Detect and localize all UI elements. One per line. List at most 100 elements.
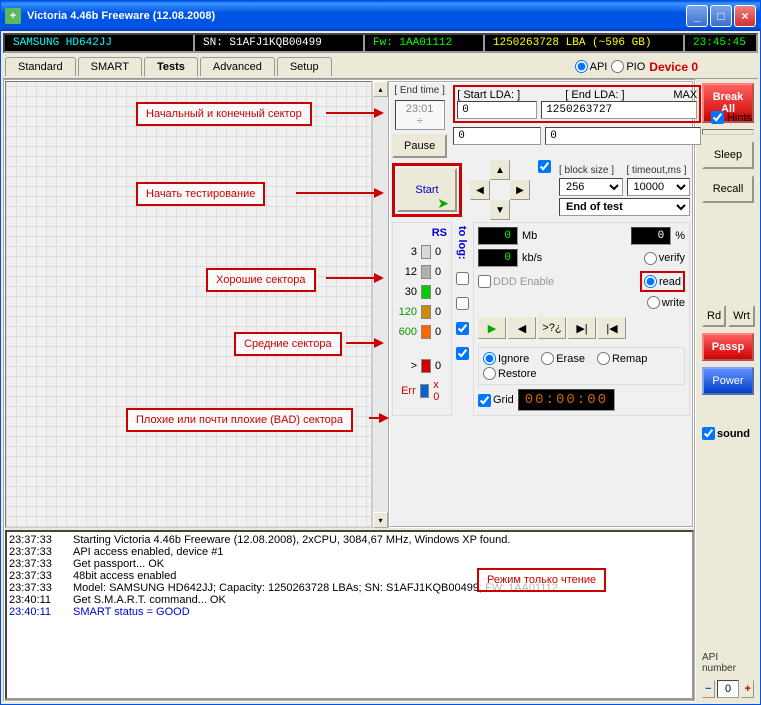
write-radio[interactable]: write bbox=[647, 296, 685, 309]
start-lda-label: [ Start LDA: ] bbox=[457, 89, 561, 101]
log-area: 23:37:33Starting Victoria 4.46b Freeware… bbox=[5, 530, 694, 700]
end-time-value: 23:01 ÷ bbox=[395, 100, 445, 130]
ignore-radio[interactable]: Ignore bbox=[483, 352, 529, 365]
end-time-label: [ End time ] bbox=[394, 85, 445, 96]
api-radio[interactable]: API bbox=[575, 60, 608, 73]
callout-bad: Плохие или почти плохие (BAD) сектора bbox=[126, 408, 353, 432]
rewind-button[interactable]: ◀ bbox=[508, 317, 536, 339]
maximize-button[interactable]: □ bbox=[710, 5, 732, 27]
arrow-1 bbox=[326, 112, 376, 114]
block-size-select[interactable]: 256 bbox=[559, 178, 623, 196]
titlebar: Victoria 4.46b Freeware (12.08.2008) _ □… bbox=[1, 1, 760, 31]
hints-checkbox[interactable] bbox=[711, 111, 724, 124]
restore-radio[interactable]: Restore bbox=[483, 367, 537, 380]
divider bbox=[702, 129, 754, 135]
log-check-3[interactable] bbox=[456, 322, 469, 335]
app-icon bbox=[5, 8, 21, 24]
step-fwd-button[interactable]: |◀ bbox=[598, 317, 626, 339]
legend: RS 30 120 300 1200 6000 >0 Errx 0 bbox=[392, 222, 452, 416]
kbs-label: kb/s bbox=[522, 252, 640, 264]
end-of-test-select[interactable]: End of test bbox=[559, 198, 690, 216]
arrow-5 bbox=[369, 417, 381, 419]
ddd-checkbox[interactable] bbox=[478, 275, 491, 288]
api-number-value: 0 bbox=[717, 680, 740, 698]
timeout-label: [ timeout,ms ] bbox=[627, 165, 691, 176]
nav-down-button[interactable]: ▼ bbox=[490, 200, 510, 220]
api-minus-button[interactable]: − bbox=[702, 680, 715, 698]
info-bar: SAMSUNG HD642JJ SN: S1AFJ1KQB00499 Fw: 1… bbox=[3, 33, 758, 53]
end-lda-label: [ End LDA: ] bbox=[565, 89, 669, 101]
pct-value: 0 bbox=[631, 227, 671, 245]
power-button[interactable]: Power bbox=[702, 367, 754, 395]
log-check-1[interactable] bbox=[456, 272, 469, 285]
nav-arrows: ▲ ◀ ▶ ▼ bbox=[470, 160, 530, 220]
log-line: 23:37:33API access enabled, device #1 bbox=[9, 546, 690, 558]
hints-label: Hints bbox=[727, 112, 752, 124]
to-log-label: to log: bbox=[456, 222, 468, 264]
nav-left-button[interactable]: ◀ bbox=[470, 180, 490, 200]
step-back-button[interactable]: ▶| bbox=[568, 317, 596, 339]
drive-serial: SN: S1AFJ1KQB00499 bbox=[195, 35, 365, 51]
play-button[interactable]: ▶ bbox=[478, 317, 506, 339]
kbs-value: 0 bbox=[478, 249, 518, 267]
tab-setup[interactable]: Setup bbox=[277, 57, 332, 76]
mb-label: Mb bbox=[522, 230, 627, 242]
read-radio[interactable]: read bbox=[644, 275, 681, 288]
sidebar: Break All Sleep Recall Rd Wrt Passp Powe… bbox=[698, 79, 758, 702]
api-plus-button[interactable]: + bbox=[741, 680, 754, 698]
nav-right-button[interactable]: ▶ bbox=[510, 180, 530, 200]
timer-display: 00:00:00 bbox=[518, 389, 615, 411]
sound-checkbox[interactable] bbox=[702, 427, 715, 440]
erase-radio[interactable]: Erase bbox=[541, 352, 585, 365]
drive-model: SAMSUNG HD642JJ bbox=[5, 35, 195, 51]
minimize-button[interactable]: _ bbox=[686, 5, 708, 27]
callout-readmode: Режим только чтение bbox=[477, 568, 606, 592]
arrow-3 bbox=[326, 277, 376, 279]
scroll-up-button[interactable]: ▴ bbox=[373, 81, 388, 97]
recall-button[interactable]: Recall bbox=[702, 175, 754, 203]
grid-checkbox[interactable] bbox=[478, 394, 491, 407]
device-label: Device 0 bbox=[649, 60, 698, 74]
mb-value: 0 bbox=[478, 227, 518, 245]
pio-radio[interactable]: PIO bbox=[611, 60, 645, 73]
max-label: MAX bbox=[673, 89, 697, 101]
jump-button[interactable]: >?¿ bbox=[538, 317, 566, 339]
log-check-2[interactable] bbox=[456, 297, 469, 310]
tab-bar: Standard SMART Tests Advanced Setup API … bbox=[3, 55, 758, 79]
remap-radio[interactable]: Remap bbox=[597, 352, 647, 365]
log-line: 23:40:11Get S.M.A.R.T. command... OK bbox=[9, 594, 690, 606]
start-lda-input[interactable] bbox=[457, 101, 537, 119]
verify-radio[interactable]: verify bbox=[644, 252, 685, 265]
tab-advanced[interactable]: Advanced bbox=[200, 57, 275, 76]
block-size-label: [ block size ] bbox=[559, 165, 623, 176]
callout-med: Средние сектора bbox=[234, 332, 342, 356]
main-window: Victoria 4.46b Freeware (12.08.2008) _ □… bbox=[0, 0, 761, 705]
current-time: 23:45:45 bbox=[685, 35, 745, 51]
tab-standard[interactable]: Standard bbox=[5, 57, 76, 76]
close-button[interactable]: × bbox=[734, 5, 756, 27]
rs-label: RS bbox=[397, 227, 447, 239]
pause-button[interactable]: Pause bbox=[392, 134, 447, 158]
rd-button[interactable]: Rd bbox=[702, 305, 726, 327]
cur-left-input[interactable] bbox=[453, 127, 541, 145]
log-check-4[interactable] bbox=[456, 347, 469, 360]
scroll-down-button[interactable]: ▾ bbox=[373, 512, 388, 528]
scrollbar[interactable]: ▴ ▾ bbox=[372, 81, 388, 528]
wrt-button[interactable]: Wrt bbox=[728, 305, 755, 327]
controls-panel: [ End time ] 23:01 ÷ Pause [ Start LDA: … bbox=[388, 81, 694, 528]
test-grid: Начальный и конечный сектор Начать тести… bbox=[5, 81, 372, 528]
ddd-label: DDD Enable bbox=[493, 276, 554, 288]
tab-tests[interactable]: Tests bbox=[144, 57, 198, 77]
sleep-button[interactable]: Sleep bbox=[702, 141, 754, 169]
tab-smart[interactable]: SMART bbox=[78, 57, 142, 76]
start-button[interactable]: Start ➤ bbox=[397, 168, 457, 212]
timeout-select[interactable]: 10000 bbox=[627, 178, 691, 196]
loop-checkbox[interactable] bbox=[538, 160, 551, 173]
log-line: 23:40:11SMART status = GOOD bbox=[9, 606, 690, 618]
nav-up-button[interactable]: ▲ bbox=[490, 160, 510, 180]
cur-right-input[interactable] bbox=[545, 127, 701, 145]
callout-start: Начать тестирование bbox=[136, 182, 265, 206]
drive-firmware: Fw: 1AA01112 bbox=[365, 35, 485, 51]
end-lda-input[interactable] bbox=[541, 101, 697, 119]
passp-button[interactable]: Passp bbox=[702, 333, 754, 361]
